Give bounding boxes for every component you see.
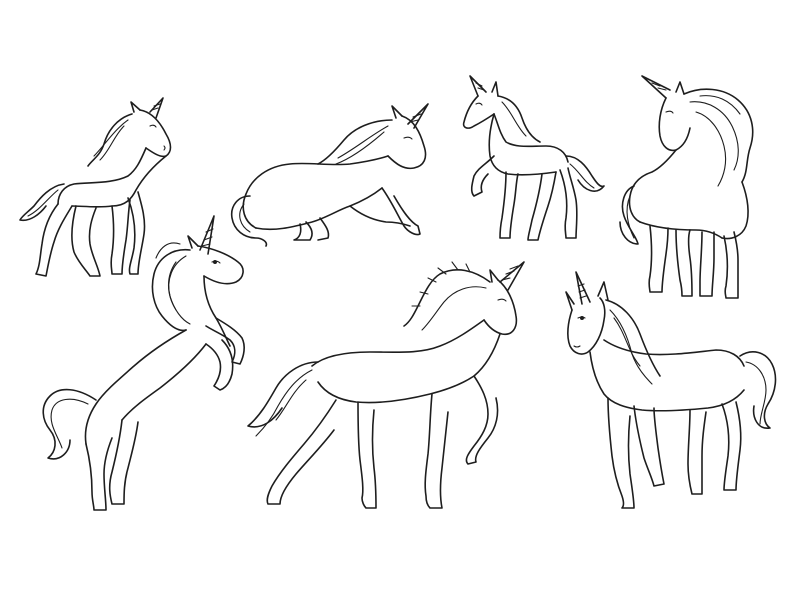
unicorn-figure-walking bbox=[247, 261, 525, 509]
unicorn-figure-front-view bbox=[565, 271, 777, 509]
unicorn-figure-standing-foal bbox=[19, 97, 172, 277]
unicorn-figure-rearing bbox=[42, 215, 245, 511]
unicorn-figure-lying bbox=[230, 103, 429, 247]
unicorn-figure-flowing-mane bbox=[619, 75, 754, 299]
unicorn-figure-prancing bbox=[462, 75, 605, 241]
